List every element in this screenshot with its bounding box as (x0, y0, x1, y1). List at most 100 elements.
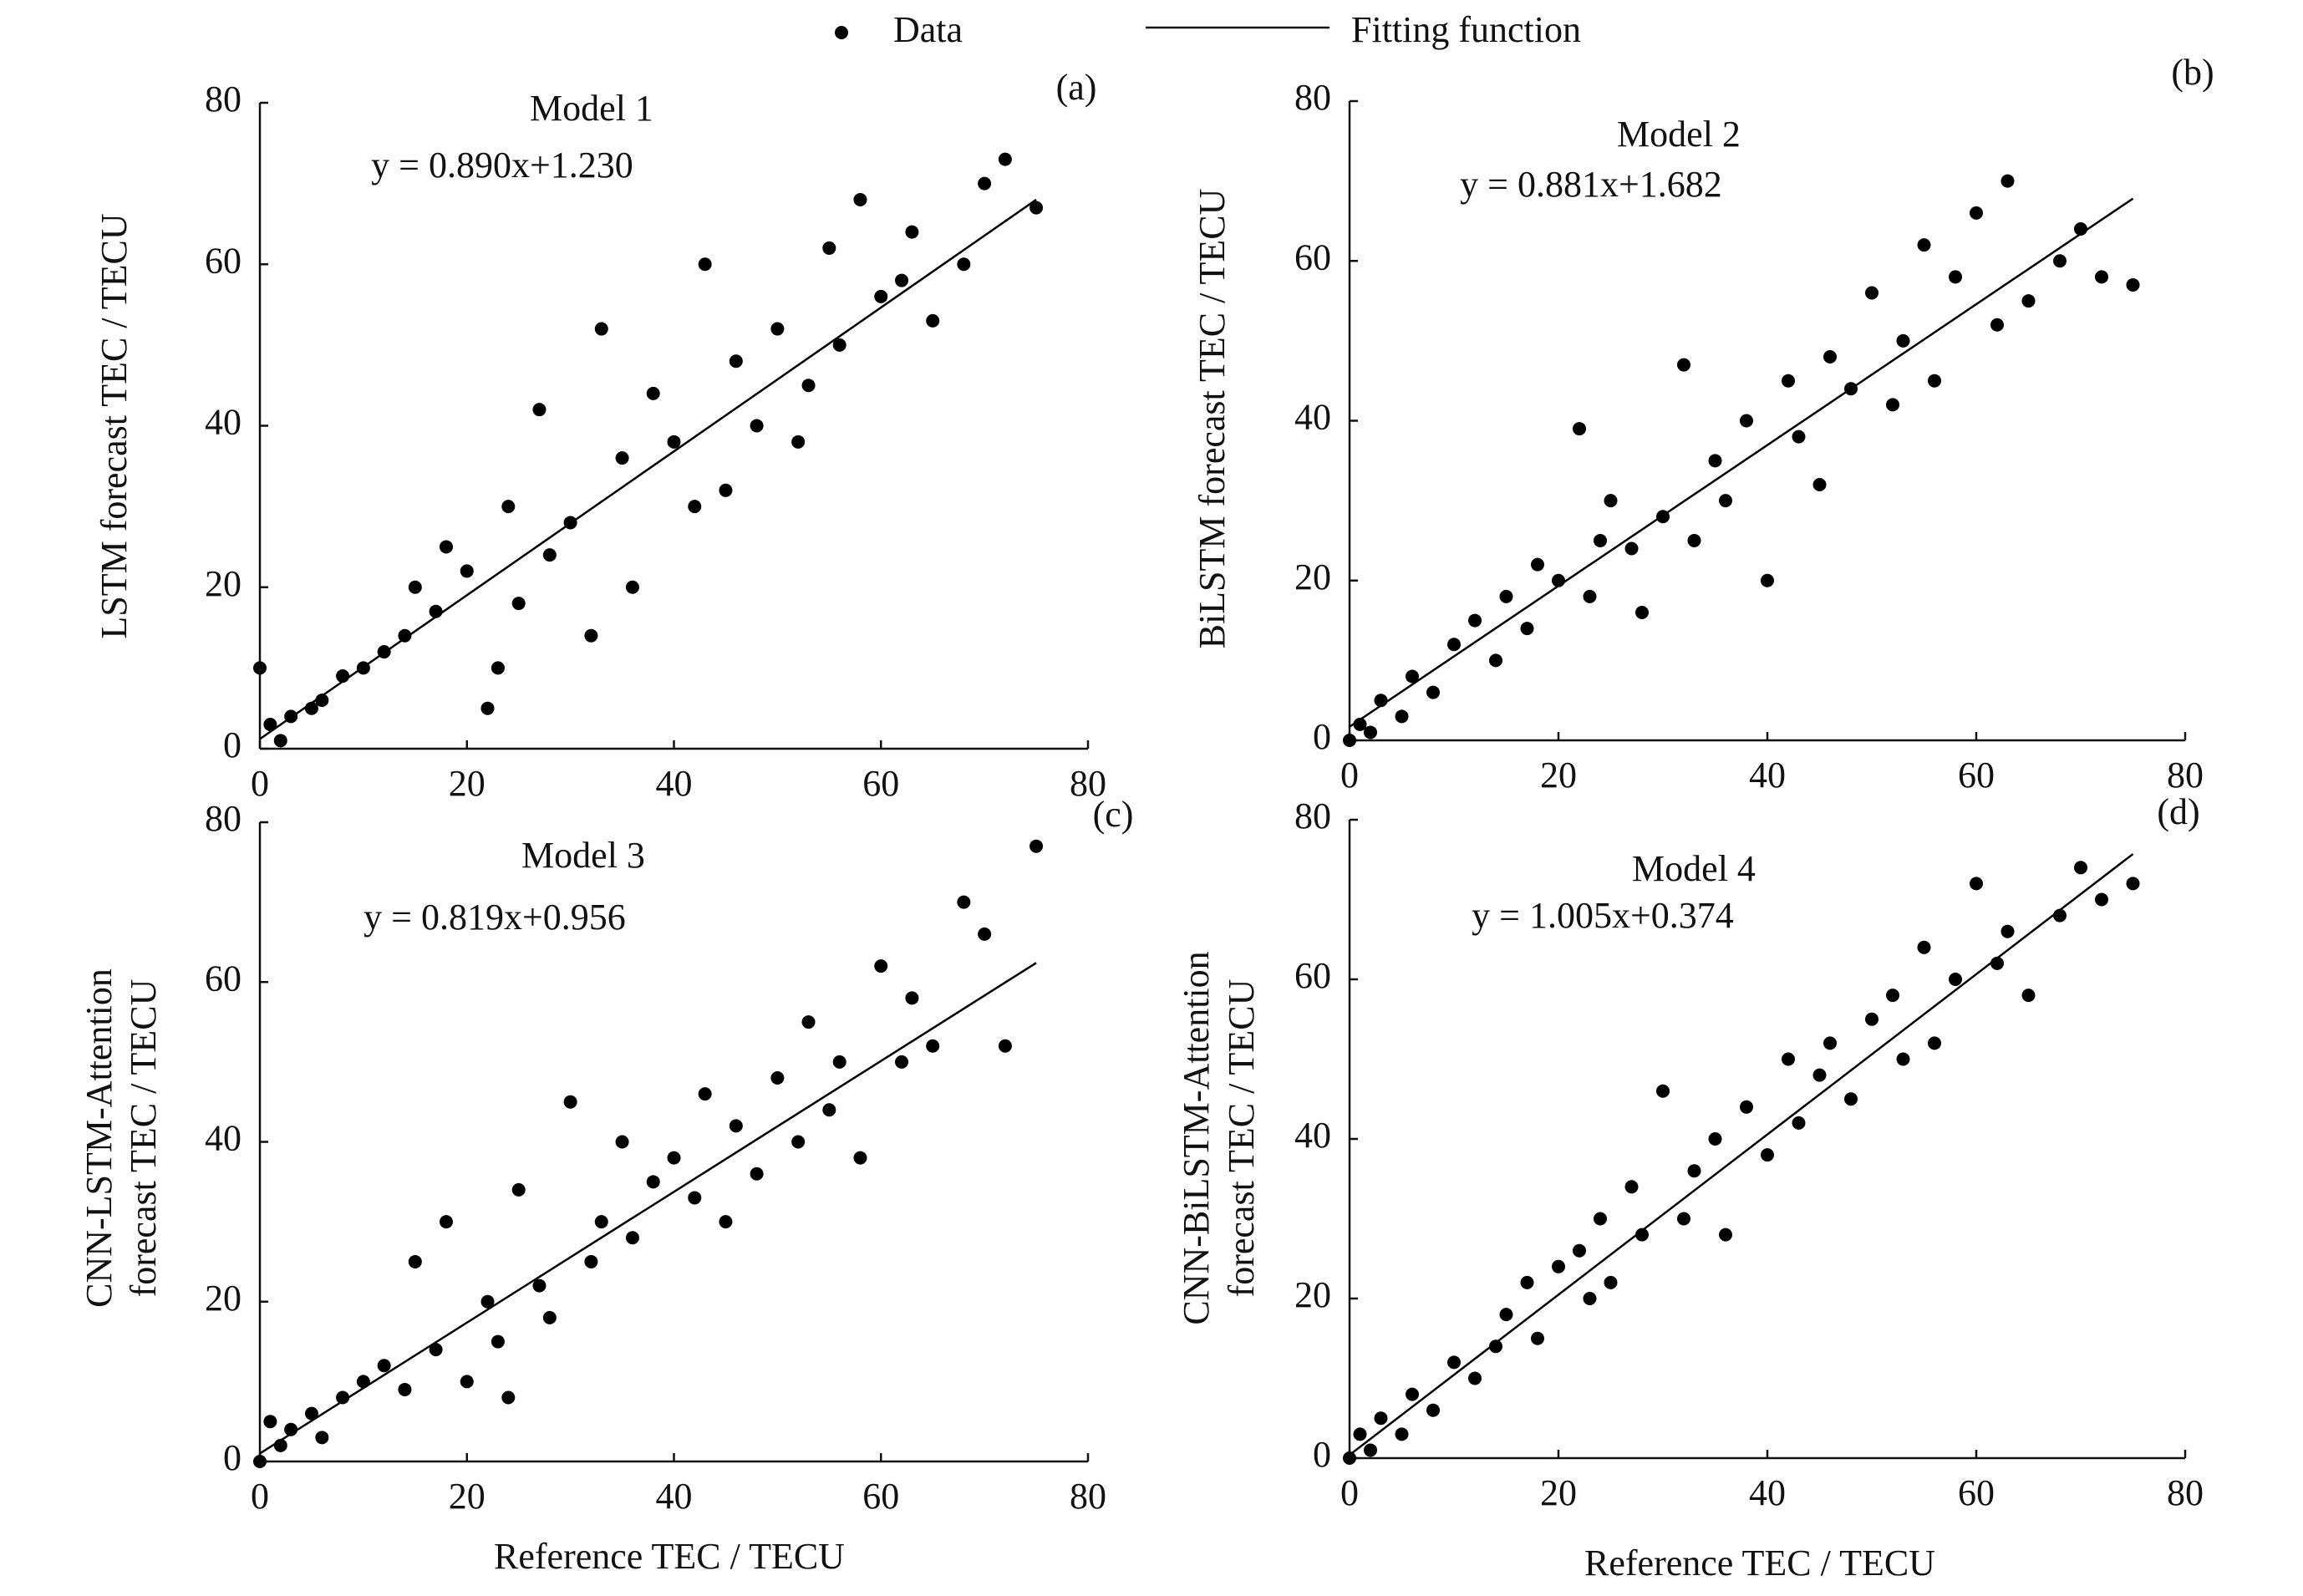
fit-line (1349, 853, 2134, 1456)
data-point (594, 322, 608, 336)
data-point (315, 1431, 329, 1445)
y-tick-label: 40 (1294, 397, 1331, 438)
data-point (1635, 606, 1649, 619)
data-point (511, 597, 526, 611)
y-axis-label: CNN-BiLSTM-Attention (1176, 951, 1217, 1324)
y-tick-label: 0 (1313, 1434, 1331, 1475)
data-point (822, 241, 836, 255)
data-point (1447, 1355, 1461, 1370)
data-point (822, 1103, 836, 1117)
data-point (895, 1055, 909, 1069)
panel-tag: (c) (1093, 794, 1134, 835)
data-point (1949, 270, 1962, 284)
data-point (1949, 973, 1962, 986)
data-point (1970, 206, 1983, 220)
data-point (336, 1390, 350, 1405)
y-tick-label: 40 (205, 1118, 241, 1159)
data-point (2095, 892, 2108, 907)
legend-data: Data (893, 9, 963, 50)
y-axis-label: LSTM forecast TEC / TECU (94, 213, 135, 638)
model-title: Model 4 (1632, 848, 1756, 889)
y-tick-label: 20 (205, 1278, 241, 1319)
x-tick-label: 60 (862, 1476, 899, 1517)
y-tick-label: 80 (1294, 795, 1331, 836)
fit-equation: y = 0.819x+0.956 (363, 897, 626, 938)
x-tick-label: 60 (862, 763, 899, 804)
data-point (511, 1182, 526, 1197)
y-tick-label: 20 (1294, 557, 1331, 597)
fit-equation: y = 1.005x+0.374 (1472, 895, 1734, 936)
x-tick-label: 80 (1070, 1476, 1106, 1517)
data-point (253, 661, 267, 675)
y-tick-label: 60 (205, 240, 241, 281)
data-point (594, 1215, 608, 1229)
data-point (1708, 1132, 1722, 1146)
data-point (698, 257, 712, 272)
data-point (398, 628, 412, 643)
data-point (1812, 478, 1827, 491)
model-title: Model 3 (521, 835, 645, 876)
data-point (1687, 1164, 1701, 1178)
data-point (688, 500, 702, 514)
y-tick-label: 20 (205, 563, 241, 604)
data-point (1343, 1451, 1356, 1465)
data-point (926, 1039, 940, 1053)
data-point (491, 661, 505, 675)
x-tick-label: 0 (1340, 1472, 1359, 1513)
data-point (957, 895, 971, 909)
y-tick-label: 80 (205, 798, 241, 839)
x-tick-label: 20 (449, 763, 486, 804)
data-point (1029, 201, 1044, 215)
y-axis-label: BiLSTM forecast TEC / TECU (1192, 189, 1233, 649)
data-point (2021, 294, 2036, 308)
data-point (501, 500, 516, 514)
x-tick-label: 20 (449, 1476, 486, 1517)
data-point (304, 1406, 318, 1421)
data-point (1917, 940, 1931, 954)
data-point (770, 1071, 785, 1085)
data-point (895, 273, 909, 287)
data-point (480, 701, 495, 715)
data-point (615, 451, 629, 465)
data-point (1624, 541, 1639, 556)
data-point (1364, 725, 1377, 740)
data-point (750, 419, 764, 433)
data-point (1761, 1148, 1774, 1162)
data-point (874, 289, 888, 303)
data-point (957, 257, 971, 272)
data-point (874, 959, 888, 973)
panel-tag: (d) (2157, 791, 2199, 832)
panel-tag: (b) (2171, 52, 2214, 93)
data-point (1374, 1411, 1388, 1426)
data-point (1583, 1292, 1597, 1305)
data-point (719, 483, 733, 497)
data-point (1343, 734, 1356, 747)
data-point (1353, 1427, 1367, 1441)
data-point (542, 1310, 557, 1324)
data-point (1844, 1092, 1858, 1106)
data-point (646, 386, 660, 400)
data-point (750, 1167, 764, 1181)
fit-line (259, 198, 1037, 740)
data-point (1677, 1212, 1690, 1226)
data-point (1573, 1243, 1586, 1258)
data-point (1823, 350, 1837, 363)
data-point (719, 1215, 733, 1229)
legend-fit: Fitting function (1351, 9, 1581, 50)
data-point (1823, 1036, 1837, 1050)
y-axis-label: CNN-LSTM-Attention (79, 968, 119, 1308)
model-title: Model 2 (1617, 114, 1741, 155)
data-point (1896, 333, 1910, 348)
data-point (1708, 454, 1722, 468)
data-point (698, 1087, 712, 1101)
data-point (1656, 1084, 1670, 1098)
data-point (491, 1334, 505, 1349)
data-point (1604, 494, 1618, 508)
data-point (263, 1415, 277, 1429)
data-point (801, 1015, 816, 1029)
data-point (439, 1215, 453, 1229)
data-point (2001, 924, 2015, 938)
x-axis-label: Reference TEC / TECU (494, 1536, 845, 1577)
data-point (1719, 1227, 1732, 1242)
